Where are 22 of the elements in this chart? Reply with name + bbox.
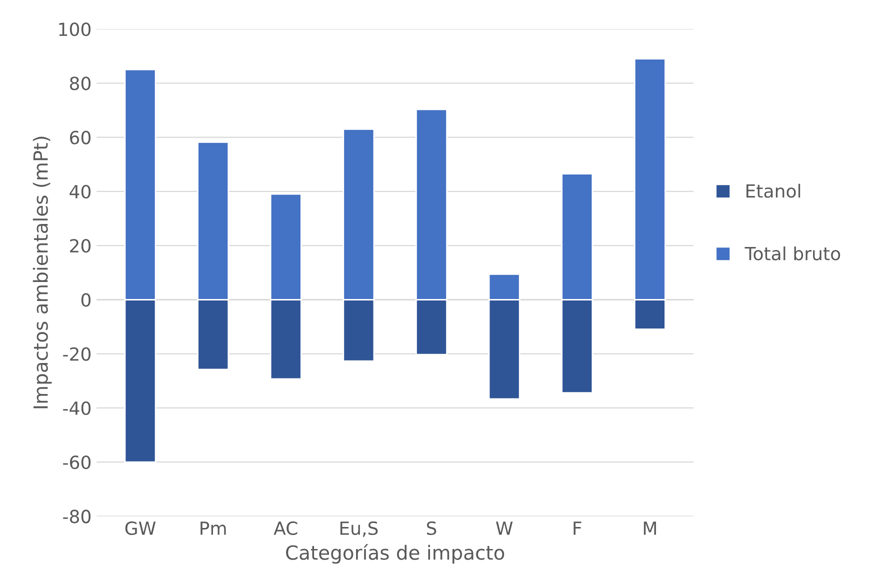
legend-label: Etanol xyxy=(746,184,800,198)
x-tick-label: GW xyxy=(125,521,156,536)
x-tick-label: F xyxy=(574,522,582,535)
y-tick-label: 80 xyxy=(70,76,91,90)
y-tick-label: -40 xyxy=(63,401,91,416)
x-tick-label: AC xyxy=(274,521,298,536)
y-tick-label: 20 xyxy=(70,238,91,253)
y-tick-label: 40 xyxy=(70,184,91,199)
x-tick-label: Eu,S xyxy=(340,521,378,537)
x-tick-label: M xyxy=(644,522,656,535)
x-axis-title: Categorías de impacto xyxy=(286,544,504,564)
y-tick-label: -60 xyxy=(63,456,91,470)
x-tick-label: W xyxy=(496,522,513,535)
x-tick-label: Pm xyxy=(200,522,226,535)
y-tick-label: 100 xyxy=(59,22,91,36)
y-tick-label: 0 xyxy=(81,293,91,307)
y-tick-label: -80 xyxy=(63,510,91,524)
y-tick-label: -20 xyxy=(63,347,91,361)
y-axis-title: Impactos ambientales (mPt) xyxy=(32,136,52,408)
legend-label: Total bruto xyxy=(744,246,840,260)
y-tick-label: 60 xyxy=(70,130,91,144)
x-tick-label: S xyxy=(426,521,436,536)
